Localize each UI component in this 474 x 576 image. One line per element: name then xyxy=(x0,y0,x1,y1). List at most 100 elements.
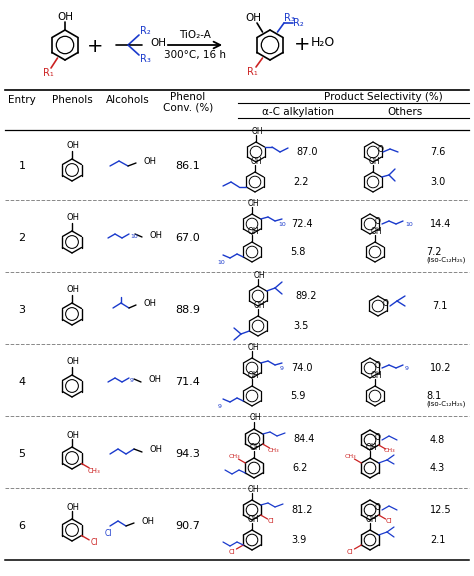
Text: Others: Others xyxy=(387,107,423,117)
Text: R₁: R₁ xyxy=(246,67,257,77)
Text: R₁: R₁ xyxy=(43,68,54,78)
Text: O: O xyxy=(375,434,381,442)
Text: 90.7: 90.7 xyxy=(175,521,201,531)
Text: OH: OH xyxy=(247,370,259,380)
Text: Conv. (%): Conv. (%) xyxy=(163,102,213,112)
Text: 5: 5 xyxy=(18,449,26,459)
Text: 3.0: 3.0 xyxy=(430,177,445,187)
Text: OH: OH xyxy=(251,127,263,135)
Text: OH: OH xyxy=(365,442,377,452)
Text: 2.2: 2.2 xyxy=(293,177,309,187)
Text: OH: OH xyxy=(150,38,166,48)
Text: 5.8: 5.8 xyxy=(290,247,305,257)
Text: 2.1: 2.1 xyxy=(430,535,446,545)
Text: Cl: Cl xyxy=(268,518,274,524)
Text: OH: OH xyxy=(368,157,380,165)
Text: O: O xyxy=(383,300,389,309)
Text: Product Selectivity (%): Product Selectivity (%) xyxy=(324,92,443,102)
Text: OH: OH xyxy=(370,226,382,236)
Text: CH₃: CH₃ xyxy=(88,468,100,473)
Text: 10: 10 xyxy=(405,222,413,226)
Text: Phenols: Phenols xyxy=(52,95,92,105)
Text: Cl: Cl xyxy=(104,529,112,537)
Text: (iso-C₁₂H₂₅): (iso-C₁₂H₂₅) xyxy=(426,401,465,407)
Text: R₂: R₂ xyxy=(292,18,303,28)
Text: O: O xyxy=(375,362,381,370)
Text: 3.9: 3.9 xyxy=(291,535,306,545)
Text: OH: OH xyxy=(57,12,73,22)
Text: 86.1: 86.1 xyxy=(176,161,201,171)
Text: 81.2: 81.2 xyxy=(291,505,312,515)
Text: 300°C, 16 h: 300°C, 16 h xyxy=(164,50,226,60)
Text: OH: OH xyxy=(249,442,261,452)
Text: 72.4: 72.4 xyxy=(291,219,313,229)
Text: O: O xyxy=(378,146,384,154)
Text: OH: OH xyxy=(66,142,80,150)
Text: OH: OH xyxy=(370,370,382,380)
Text: 4.3: 4.3 xyxy=(430,463,445,473)
Text: CH₃: CH₃ xyxy=(383,449,395,453)
Text: 87.0: 87.0 xyxy=(296,147,318,157)
Text: 9: 9 xyxy=(218,404,222,408)
Text: 10: 10 xyxy=(278,222,286,228)
Text: OH: OH xyxy=(66,430,80,439)
Text: Cl: Cl xyxy=(346,548,354,555)
Text: 14.4: 14.4 xyxy=(430,219,451,229)
Text: 7.2: 7.2 xyxy=(426,247,441,257)
Text: OH: OH xyxy=(66,214,80,222)
Text: (iso-C₁₂H₂₅): (iso-C₁₂H₂₅) xyxy=(426,257,465,263)
Text: 4.8: 4.8 xyxy=(430,435,445,445)
Text: 84.4: 84.4 xyxy=(293,434,314,444)
Text: 10: 10 xyxy=(130,234,138,240)
Text: 5.9: 5.9 xyxy=(290,391,305,401)
Text: OH: OH xyxy=(247,199,259,207)
Text: OH: OH xyxy=(247,514,259,524)
Text: Cl: Cl xyxy=(386,518,392,524)
Text: 6: 6 xyxy=(18,521,26,531)
Text: 4: 4 xyxy=(18,377,26,387)
Text: 8.1: 8.1 xyxy=(426,391,441,401)
Text: R₃: R₃ xyxy=(139,54,150,64)
Text: OH: OH xyxy=(253,301,265,309)
Text: OH: OH xyxy=(66,286,80,294)
Text: 67.0: 67.0 xyxy=(176,233,201,243)
Text: 88.9: 88.9 xyxy=(175,305,201,315)
Text: Cl: Cl xyxy=(90,538,98,547)
Text: 89.2: 89.2 xyxy=(295,291,317,301)
Text: 9: 9 xyxy=(280,366,284,372)
Text: OH: OH xyxy=(149,376,162,385)
Text: R₃: R₃ xyxy=(283,13,294,23)
Text: 3: 3 xyxy=(18,305,26,315)
Text: 12.5: 12.5 xyxy=(430,505,452,515)
Text: Phenol: Phenol xyxy=(170,92,206,102)
Text: OH: OH xyxy=(247,343,259,351)
Text: 10.2: 10.2 xyxy=(430,363,452,373)
Text: O: O xyxy=(375,218,381,226)
Text: TiO₂-A: TiO₂-A xyxy=(179,30,211,40)
Text: OH: OH xyxy=(66,358,80,366)
Text: H₂O: H₂O xyxy=(311,36,335,50)
Text: 94.3: 94.3 xyxy=(175,449,201,459)
Text: OH: OH xyxy=(253,271,265,279)
Text: +: + xyxy=(294,36,310,55)
Text: OH: OH xyxy=(142,517,155,525)
Text: 10: 10 xyxy=(217,260,225,264)
Text: OH: OH xyxy=(144,298,157,308)
Text: OH: OH xyxy=(66,502,80,511)
Text: OH: OH xyxy=(150,445,163,454)
Text: OH: OH xyxy=(247,484,259,494)
Text: 9: 9 xyxy=(130,378,134,384)
Text: CH₃: CH₃ xyxy=(228,454,240,459)
Text: O: O xyxy=(375,503,381,513)
Text: Cl: Cl xyxy=(229,548,236,555)
Text: OH: OH xyxy=(144,157,157,165)
Text: CH₃: CH₃ xyxy=(344,454,356,459)
Text: 7.6: 7.6 xyxy=(430,147,446,157)
Text: OH: OH xyxy=(365,514,377,524)
Text: Alcohols: Alcohols xyxy=(106,95,150,105)
Text: Entry: Entry xyxy=(8,95,36,105)
Text: α-C alkylation: α-C alkylation xyxy=(262,107,334,117)
Text: OH: OH xyxy=(150,230,163,240)
Text: 3.5: 3.5 xyxy=(293,321,309,331)
Text: OH: OH xyxy=(247,226,259,236)
